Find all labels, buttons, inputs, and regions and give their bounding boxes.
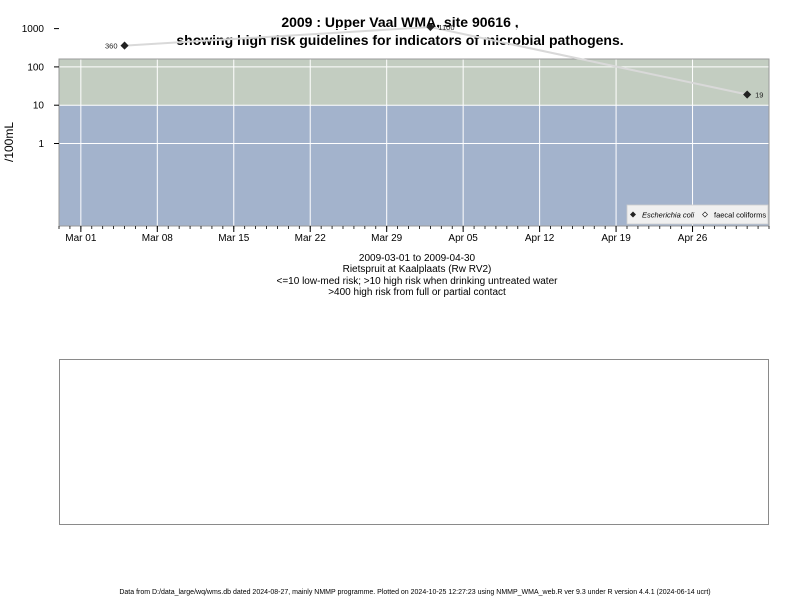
data-label: 19 [755, 91, 763, 100]
legend-label-0: Escherichia coli [642, 211, 694, 220]
empty-plot-panel [59, 359, 769, 525]
x-tick-label-5: Apr 05 [448, 233, 478, 244]
legend-marker-0 [630, 211, 636, 218]
x-tick-label-2: Mar 15 [218, 233, 250, 244]
data-label: 1100 [438, 23, 454, 32]
legend: Escherichia coli faecal coliforms [626, 204, 769, 225]
x-tick-label-0: Mar 01 [65, 233, 97, 244]
risk-bands [59, 59, 769, 226]
data-label: 360 [105, 42, 118, 51]
x-tick-label-8: Apr 26 [678, 233, 708, 244]
x-tick-label-1: Mar 08 [142, 233, 174, 244]
chart-svg: 1 10 100 1000 Mar 01 Mar 08 Mar 15 Mar 22 Mar 29… [2, 22, 770, 244]
legend-marker-1 [702, 211, 708, 218]
legend-box [626, 204, 769, 225]
legend-label-1: faecal coliforms [714, 211, 766, 220]
risk-band-1 [59, 59, 769, 106]
y-tick-label-3: 1000 [22, 24, 45, 35]
axis-ticks: 1 10 100 1000 Mar 01 Mar 08 Mar 15 Mar 22 Mar 29… [22, 24, 770, 244]
y-axis-label: /100mL [2, 122, 16, 162]
plot-border [58, 58, 770, 227]
x-tick-label-4: Mar 29 [371, 233, 403, 244]
data-point [743, 90, 752, 99]
x-tick-label-6: Apr 12 [525, 233, 555, 244]
subtitle-risk-note-1: <=10 low-med risk; >10 high risk when dr… [276, 276, 558, 287]
x-tick-label-7: Apr 19 [601, 233, 631, 244]
y-tick-label-2: 100 [27, 62, 44, 73]
subtitle-risk-note-2: >400 high risk from full or partial cont… [328, 287, 506, 298]
data-point [426, 22, 435, 32]
y-tick-label-0: 1 [38, 139, 44, 150]
footer-note: Data from D:/data_large/wq/wms.db dated … [119, 589, 711, 596]
x-tick-label-3: Mar 22 [295, 233, 327, 244]
subtitle-date-range: 2009-03-01 to 2009-04-30 [358, 253, 476, 264]
y-tick-label-1: 10 [33, 101, 45, 112]
data-point [120, 41, 129, 50]
chart-title-line1: 2009 : Upper Vaal WMA, site 90616 , [281, 14, 519, 30]
data-points: 360 1100 19 [105, 22, 763, 100]
subtitle-site: Rietspruit at Kaalplaats (Rw RV2) [342, 264, 492, 275]
